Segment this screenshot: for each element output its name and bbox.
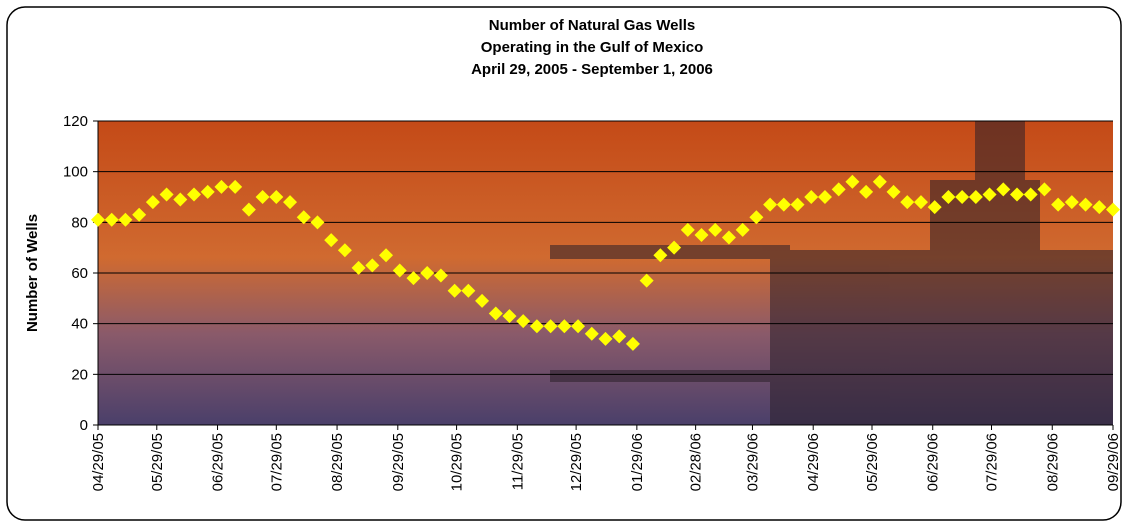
x-tick-label: 07/29/05 <box>268 433 285 491</box>
chart-subtitle: Operating in the Gulf of Mexico <box>481 39 704 56</box>
chart-title: Number of Natural Gas Wells <box>489 17 695 34</box>
x-tick-label: 10/29/05 <box>449 433 466 491</box>
x-tick-label: 04/29/05 <box>90 433 107 491</box>
y-tick-label: 40 <box>71 316 88 333</box>
x-tick-label: 04/29/06 <box>805 433 822 491</box>
x-tick-label: 11/29/05 <box>509 433 526 490</box>
x-tick-label: 03/29/06 <box>744 433 761 491</box>
x-tick-label: 12/29/05 <box>568 433 585 491</box>
y-tick-label: 60 <box>71 265 88 282</box>
x-tick-label: 05/29/05 <box>149 433 166 491</box>
x-tick-label: 06/29/06 <box>925 433 942 491</box>
y-tick-label: 100 <box>63 164 88 181</box>
y-axis-label: Number of Wells <box>24 214 41 332</box>
chart-subtitle: April 29, 2005 - September 1, 2006 <box>471 61 713 78</box>
x-tick-label: 08/29/06 <box>1044 433 1061 491</box>
y-tick-label: 20 <box>71 366 88 383</box>
x-tick-label: 09/29/06 <box>1105 433 1122 491</box>
x-tick-label: 02/28/06 <box>688 433 705 491</box>
x-tick-label: 08/29/05 <box>329 433 346 491</box>
y-tick-label: 0 <box>80 417 88 434</box>
x-tick-label: 01/29/06 <box>629 433 646 491</box>
chart: Number of Natural Gas Wells Operating in… <box>0 0 1128 527</box>
x-tick-label: 05/29/06 <box>864 433 881 491</box>
x-tick-label: 06/29/05 <box>210 433 227 491</box>
y-tick-label: 80 <box>71 214 88 231</box>
y-tick-label: 120 <box>63 113 88 130</box>
x-tick-label: 07/29/06 <box>984 433 1001 491</box>
x-tick-label: 09/29/05 <box>390 433 407 491</box>
